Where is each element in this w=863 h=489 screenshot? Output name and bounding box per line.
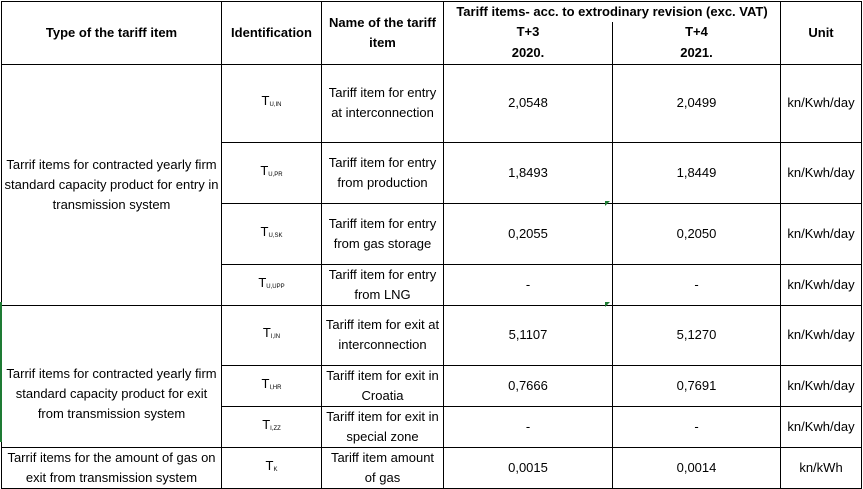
header-t3: T+3	[443, 22, 613, 42]
tariff-value-t3: -	[443, 263, 613, 306]
tariff-value-t4: -	[612, 263, 781, 306]
tariff-value-t3: 2,0548	[443, 63, 613, 143]
tariff-value-t3: 5,1107	[443, 304, 613, 366]
tariff-name: Tariff item for entry from production	[321, 141, 444, 204]
tariff-value-t3: 1,8493	[443, 141, 613, 204]
table-row: Tarrif items for contracted yearly firm …	[1, 63, 862, 306]
tariff-value-t4: 5,1270	[612, 304, 781, 366]
tariff-unit: kn/Kwh/day	[780, 141, 862, 204]
selection-edge	[0, 302, 2, 442]
section-type-exit: Tarrif items for contracted yearly firm …	[1, 304, 222, 448]
tariff-name: Tariff item for exit in special zone	[321, 405, 444, 448]
tariff-code: TU,PR	[221, 141, 322, 204]
table-row: TU,UPP Tariff item for entry from LNG - …	[2, 263, 862, 306]
tariff-name: Tariff item for entry from LNG	[321, 263, 444, 306]
tariff-unit: kn/Kwh/day	[780, 263, 862, 306]
tariff-unit: kn/Kwh/day	[780, 364, 862, 407]
table-row: Tarrif items for contracted yearly firm …	[1, 304, 862, 448]
tariff-value-t3: 0,2055	[443, 202, 613, 265]
table-row: TI,ZZ Tariff item for exit in special zo…	[2, 405, 862, 448]
tariff-code: TU,UPP	[221, 263, 322, 306]
tariff-value-t4: 0,2050	[612, 202, 781, 265]
tariff-unit: kn/Kwh/day	[780, 63, 862, 143]
header-revision-group: Tariff items- acc. to extrodinary revisi…	[443, 1, 781, 22]
tariff-value-t3: -	[443, 405, 613, 448]
cell-comment-marker	[605, 201, 610, 206]
tariff-name: Tariff item for entry at interconnection	[321, 63, 444, 143]
tariff-code: TI,ZZ	[221, 405, 322, 448]
table-row: TU,SK Tariff item for entry from gas sto…	[2, 202, 862, 265]
header-type: Type of the tariff item	[1, 1, 222, 65]
header-t4: T+4	[612, 22, 781, 42]
tariff-name: Tariff item for exit in Croatia	[321, 364, 444, 407]
tariff-value-t3: 0,7666	[443, 364, 613, 407]
header-unit: Unit	[780, 1, 862, 65]
section-type-entry: Tarrif items for contracted yearly firm …	[1, 63, 222, 306]
tariff-name: Tariff item for exit at interconnection	[321, 304, 444, 366]
tariff-name: Tariff item for entry from gas storage	[321, 202, 444, 265]
header-t4-year: 2021.	[612, 42, 781, 65]
table-row: TU,PR Tariff item for entry from product…	[2, 141, 862, 204]
tariff-value-t4: 0,7691	[612, 364, 781, 407]
tariff-unit: kn/Kwh/day	[780, 405, 862, 448]
tariff-code: TU,IN	[221, 63, 322, 143]
tariff-code: TI,HR	[221, 364, 322, 407]
tariff-unit: kn/Kwh/day	[780, 202, 862, 265]
table-row: TI,HR Tariff item for exit in Croatia 0,…	[2, 364, 862, 407]
tariff-value-t4: 1,8449	[612, 141, 781, 204]
header-identification: Identification	[221, 1, 322, 65]
tariff-code: TI,IN	[221, 304, 322, 366]
tariff-unit: kn/Kwh/day	[780, 304, 862, 366]
tariff-code: TU,SK	[221, 202, 322, 265]
cell-comment-marker	[605, 302, 610, 307]
tariff-value-t4: 2,0499	[612, 63, 781, 143]
tariff-value-t4: -	[612, 405, 781, 448]
header-name: Name of the tariff item	[321, 1, 444, 65]
header-t3-year: 2020.	[443, 42, 613, 65]
